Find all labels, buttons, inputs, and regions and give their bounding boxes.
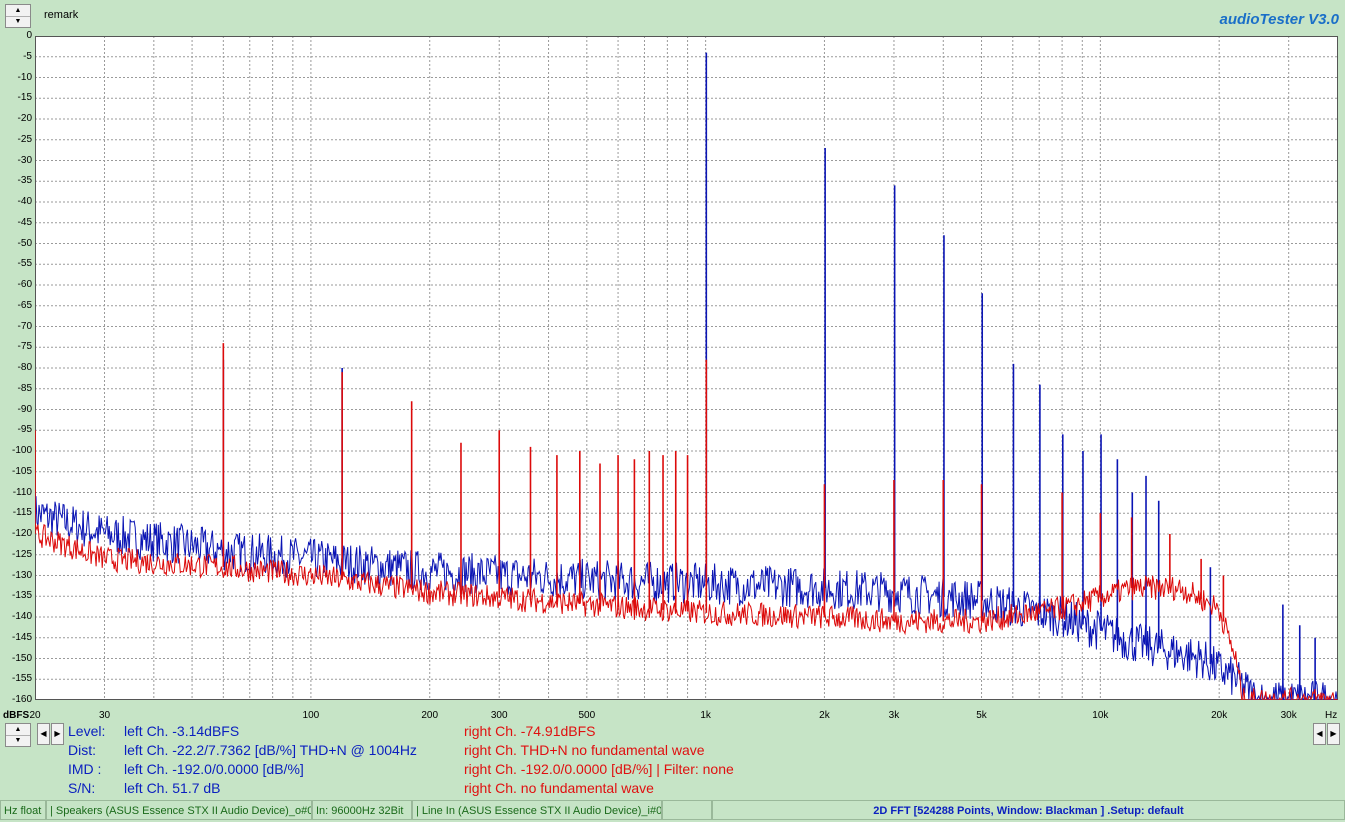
x-axis-unit: Hz — [1325, 710, 1338, 721]
remark-label: remark — [44, 9, 79, 21]
y-tick-label: -150 — [11, 652, 32, 664]
level-left-value: left Ch. -3.14dBFS — [124, 723, 240, 739]
y-tick-label: -145 — [11, 631, 32, 643]
app-brand: audioTester V3.0 — [1219, 11, 1340, 28]
status-out-format: Hz float — [0, 800, 46, 820]
imd-left-value: left Ch. -192.0/0.0000 [dB/%] — [124, 761, 304, 777]
plot-border — [35, 36, 1338, 700]
x-tick-label: 100 — [302, 710, 320, 721]
y-tick-label: -10 — [17, 71, 32, 83]
y-tick-label: -50 — [17, 237, 32, 249]
x-tick-label: 500 — [578, 710, 596, 721]
status-in-format: In: 96000Hz 32Bit — [312, 800, 412, 820]
y-tick-label: -110 — [12, 486, 32, 498]
y-tick-label: -40 — [17, 196, 32, 207]
y-tick-label: -75 — [17, 341, 32, 353]
y-tick-label: -130 — [11, 569, 32, 581]
display-spinner[interactable]: ▲ ▼ — [5, 723, 31, 747]
x-tick-label: 20 — [29, 710, 41, 721]
scroll-right-icon[interactable]: ▶ — [1327, 723, 1340, 745]
status-fft-info: 2D FFT [524288 Points, Window: Blackman … — [712, 800, 1345, 820]
spin-up-icon[interactable]: ▲ — [6, 5, 30, 17]
remark-spinner[interactable]: ▲ ▼ — [5, 4, 31, 28]
dist-label: Dist: — [68, 742, 96, 758]
y-tick-label: -160 — [11, 694, 32, 705]
series-trace — [35, 522, 1338, 700]
y-tick-label: -60 — [17, 279, 32, 290]
y-tick-label: -80 — [17, 362, 32, 373]
spin-down-icon[interactable]: ▼ — [14, 18, 22, 25]
status-bar — [0, 800, 1345, 822]
y-tick-label: -70 — [17, 320, 32, 332]
y-tick-label: -125 — [11, 548, 32, 560]
y-tick-label: -65 — [17, 299, 32, 311]
y-tick-label: -140 — [11, 611, 32, 622]
x-tick-label: 30 — [98, 710, 111, 721]
scroll-left-icon[interactable]: ◀ — [1313, 723, 1326, 745]
dist-left-value: left Ch. -22.2/7.7362 [dB/%] THD+N @ 100… — [124, 742, 417, 758]
scroll-right-icon[interactable]: ▶ — [51, 723, 64, 745]
y-tick-label: -25 — [17, 133, 32, 145]
sn-left-value: left Ch. 51.7 dB — [124, 780, 221, 796]
y-tick-label: -30 — [17, 154, 32, 166]
y-tick-label: -20 — [17, 113, 32, 124]
dist-right-value: right Ch. THD+N no fundamental wave — [464, 742, 705, 758]
y-tick-label: 0 — [26, 30, 32, 41]
x-tick-label: 30k — [1280, 710, 1297, 721]
y-tick-label: -85 — [17, 382, 32, 394]
y-tick-label: -120 — [11, 528, 32, 539]
y-tick-label: -35 — [17, 175, 32, 187]
y-tick-label: -135 — [11, 590, 32, 602]
spin-down-icon[interactable]: ▼ — [14, 737, 22, 744]
y-axis-unit: dBFS — [3, 710, 30, 721]
fft-chart[interactable] — [35, 36, 1338, 700]
y-tick-label: -115 — [12, 507, 32, 519]
imd-right-value: right Ch. -192.0/0.0000 [dB/%] | Filter:… — [464, 761, 734, 777]
y-tick-label: -155 — [11, 673, 32, 685]
x-tick-label: 5k — [976, 710, 987, 721]
sn-label: S/N: — [68, 780, 96, 796]
x-tick-label: 2k — [819, 710, 830, 721]
status-in-device: | Line In (ASUS Essence STX II Audio Dev… — [412, 800, 662, 820]
x-tick-label: 20k — [1211, 710, 1228, 721]
x-tick-label: 3k — [888, 710, 900, 721]
spin-up-icon[interactable]: ▲ — [6, 724, 30, 736]
x-tick-label: 300 — [490, 710, 508, 721]
y-tick-label: -105 — [11, 465, 32, 477]
level-label: Level: — [68, 723, 106, 739]
status-out-device: | Speakers (ASUS Essence STX II Audio De… — [46, 800, 312, 820]
y-tick-label: -100 — [11, 445, 32, 456]
fft-plot-area[interactable] — [35, 36, 1338, 700]
status-spacer — [662, 800, 712, 820]
x-tick-label: 200 — [421, 710, 439, 721]
x-tick-label: 1k — [700, 710, 711, 721]
y-tick-label: -95 — [17, 424, 32, 436]
y-tick-label: -45 — [17, 216, 32, 228]
level-right-value: right Ch. -74.91dBFS — [464, 723, 596, 739]
imd-label: IMD : — [68, 761, 102, 777]
y-tick-label: -5 — [23, 50, 32, 62]
y-tick-label: -15 — [17, 92, 32, 104]
y-tick-label: -55 — [17, 258, 32, 270]
sn-right-value: right Ch. no fundamental wave — [464, 780, 654, 796]
series-trace — [35, 496, 1338, 700]
scroll-left-icon[interactable]: ◀ — [37, 723, 50, 745]
x-tick-label: 10k — [1092, 710, 1109, 721]
y-tick-label: -90 — [17, 403, 32, 415]
